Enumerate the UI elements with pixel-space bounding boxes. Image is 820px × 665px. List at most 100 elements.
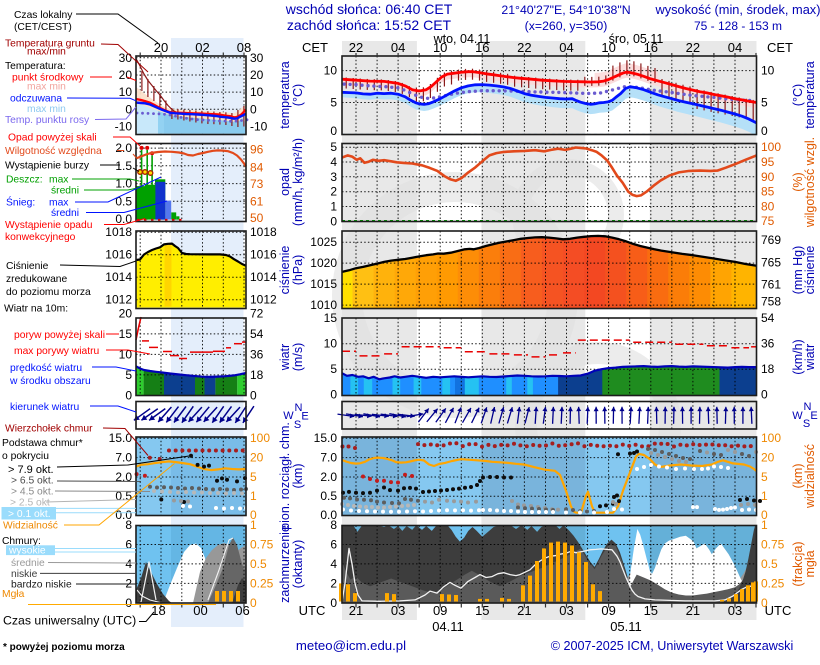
svg-text:100: 100 — [761, 431, 781, 445]
svg-text:-10: -10 — [115, 119, 133, 133]
svg-text:2: 2 — [330, 576, 337, 590]
svg-text:0.5: 0.5 — [250, 557, 267, 571]
svg-text:1: 1 — [761, 489, 768, 503]
svg-text:06: 06 — [235, 603, 249, 618]
svg-text:0: 0 — [125, 102, 132, 116]
svg-text:(CET/CEST): (CET/CEST) — [14, 22, 72, 33]
svg-text:Temperatura:: Temperatura: — [5, 61, 66, 72]
svg-text:niskie: niskie — [11, 569, 38, 580]
svg-text:21: 21 — [517, 603, 531, 618]
svg-text:54: 54 — [250, 327, 264, 341]
svg-text:wschód słońca: 06:40 CET: wschód słońca: 06:40 CET — [285, 1, 453, 17]
svg-text:do poziomu morza: do poziomu morza — [6, 287, 91, 298]
svg-text:04.11: 04.11 — [432, 619, 464, 634]
svg-text:CET: CET — [767, 40, 793, 55]
svg-text:75: 75 — [761, 214, 775, 228]
svg-text:(hPa): (hPa) — [291, 255, 305, 286]
svg-text:zredukowane: zredukowane — [6, 274, 68, 285]
svg-text:8: 8 — [330, 518, 337, 532]
svg-text:średni: średni — [51, 186, 79, 197]
svg-text:90: 90 — [761, 170, 775, 184]
svg-text:20: 20 — [250, 451, 264, 465]
svg-text:5: 5 — [330, 140, 337, 154]
svg-text:Wiatr na 10m:: Wiatr na 10m: — [4, 304, 68, 315]
svg-text:wiatr: wiatr — [803, 344, 817, 371]
svg-text:o pokryciu: o pokryciu — [2, 451, 49, 462]
svg-text:1012: 1012 — [250, 293, 277, 307]
svg-text:max/min: max/min — [27, 46, 66, 57]
svg-text:36: 36 — [250, 347, 264, 361]
svg-text:5: 5 — [250, 470, 257, 484]
svg-text:max: max — [49, 175, 69, 186]
svg-text:1014: 1014 — [105, 270, 132, 284]
svg-text:wilgotność wzgl.: wilgotność wzgl. — [803, 137, 817, 228]
svg-text:10: 10 — [324, 64, 338, 78]
svg-text:15: 15 — [324, 311, 338, 325]
svg-text:20: 20 — [761, 451, 775, 465]
svg-text:03: 03 — [391, 603, 405, 618]
svg-text:0: 0 — [330, 596, 337, 610]
svg-text:0: 0 — [761, 124, 768, 138]
svg-text:765: 765 — [761, 255, 781, 269]
svg-text:18: 18 — [151, 603, 165, 618]
svg-text:Wystąpienie burzy: Wystąpienie burzy — [5, 161, 90, 172]
svg-text:1018: 1018 — [250, 225, 277, 239]
svg-text:(°C): (°C) — [291, 84, 305, 106]
svg-text:100: 100 — [250, 431, 270, 445]
svg-text:96: 96 — [250, 143, 264, 157]
svg-text:15: 15 — [119, 327, 133, 341]
svg-text:konwekcyjnego: konwekcyjnego — [5, 232, 76, 243]
svg-text:0.75: 0.75 — [250, 538, 274, 552]
svg-text:50: 50 — [250, 211, 264, 225]
svg-text:10: 10 — [761, 64, 775, 78]
svg-text:80: 80 — [761, 199, 775, 213]
svg-text:Mgła: Mgła — [2, 589, 25, 600]
svg-text:E: E — [810, 410, 817, 422]
svg-text:średnie: średnie — [11, 558, 45, 569]
svg-text:1010: 1010 — [310, 298, 337, 312]
svg-text:(mm/h, kg/m²/h): (mm/h, kg/m²/h) — [291, 138, 305, 226]
svg-text:75 - 128 - 153 m: 75 - 128 - 153 m — [694, 19, 782, 33]
svg-text:0.5: 0.5 — [115, 194, 132, 208]
svg-text:0: 0 — [125, 596, 132, 610]
svg-text:1012: 1012 — [105, 293, 132, 307]
svg-text:18: 18 — [250, 368, 264, 382]
svg-text:6: 6 — [330, 538, 337, 552]
svg-text:20: 20 — [250, 68, 264, 82]
svg-text:Widzialność: Widzialność — [3, 521, 58, 532]
svg-text:02: 02 — [195, 40, 209, 55]
svg-text:wysokość (min, środek, max): wysokość (min, środek, max) — [655, 2, 820, 17]
svg-text:1018: 1018 — [105, 225, 132, 239]
svg-text:Czas uniwersalny (UTC): Czas uniwersalny (UTC) — [3, 614, 136, 628]
svg-text:Śnieg:: Śnieg: — [6, 196, 35, 209]
svg-text:0.5: 0.5 — [320, 489, 337, 503]
svg-text:śro, 05.11: śro, 05.11 — [609, 32, 664, 46]
svg-text:prędkość wiatru: prędkość wiatru — [10, 363, 82, 374]
svg-text:© 2007-2025 ICM, Uniwersytet W: © 2007-2025 ICM, Uniwersytet Warszawski — [551, 639, 794, 653]
svg-text:> 0.1 okt.: > 0.1 okt. — [8, 509, 51, 520]
svg-text:22: 22 — [517, 40, 531, 55]
svg-text:W: W — [792, 410, 803, 422]
svg-text:UTC: UTC — [299, 603, 326, 618]
svg-text:73: 73 — [250, 177, 264, 191]
svg-text:max min: max min — [27, 82, 66, 93]
svg-text:(km): (km) — [291, 464, 305, 489]
svg-text:3: 3 — [330, 170, 337, 184]
svg-text:wysokie: wysokie — [8, 545, 46, 556]
svg-text:Opad powyżej skali: Opad powyżej skali — [8, 133, 97, 144]
svg-text:średni: średni — [51, 208, 79, 219]
svg-text:Ciśnienie: Ciśnienie — [6, 261, 49, 272]
svg-text:> 7.9 okt.: > 7.9 okt. — [8, 464, 54, 476]
svg-text:36: 36 — [761, 337, 775, 351]
svg-text:5: 5 — [330, 96, 337, 110]
svg-text:-10: -10 — [250, 119, 268, 133]
svg-text:1: 1 — [250, 518, 257, 532]
svg-text:10: 10 — [250, 85, 264, 99]
svg-text:21: 21 — [686, 603, 700, 618]
svg-text:95: 95 — [761, 155, 775, 169]
svg-text:1025: 1025 — [310, 235, 337, 249]
svg-text:wiatr: wiatr — [278, 344, 292, 371]
svg-text:10: 10 — [119, 85, 133, 99]
svg-text:1015: 1015 — [310, 277, 337, 291]
svg-text:> 6.5 okt.: > 6.5 okt. — [11, 476, 54, 487]
